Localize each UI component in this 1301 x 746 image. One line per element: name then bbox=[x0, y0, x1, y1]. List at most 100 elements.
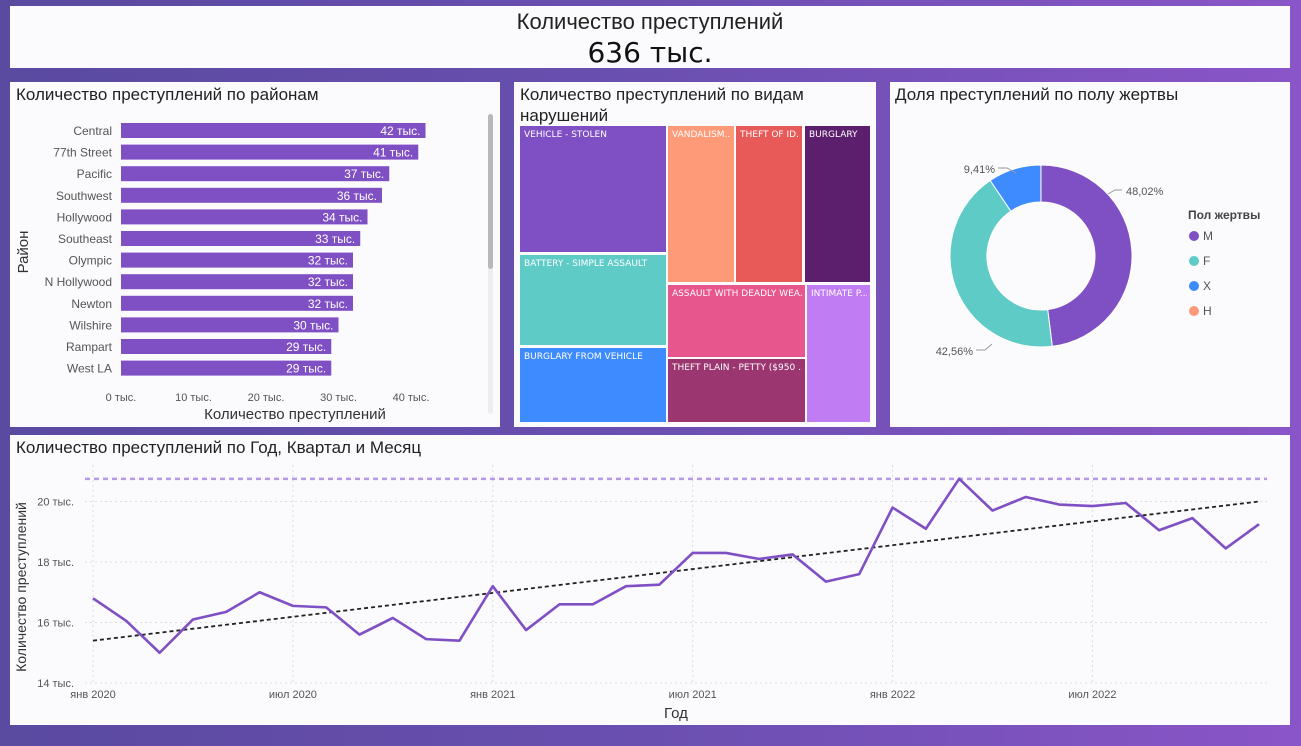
legend-item-label: X bbox=[1203, 279, 1211, 293]
bar-data-label: 34 тыс. bbox=[322, 210, 362, 224]
bar-data-label: 37 тыс. bbox=[344, 167, 384, 181]
x-tick-label: 30 тыс. bbox=[320, 392, 357, 404]
x-tick-label: 0 тыс. bbox=[106, 392, 137, 404]
y-tick-label: Southwest bbox=[56, 189, 113, 203]
bar-data-label: 32 тыс. bbox=[308, 275, 348, 289]
treemap-tile[interactable]: VANDALISM... bbox=[668, 126, 734, 282]
timeline-chart-title: Количество преступлений по Год, Квартал … bbox=[16, 438, 422, 457]
treemap-tile[interactable]: THEFT PLAIN - PETTY ($950 ... bbox=[668, 359, 805, 422]
y-tick-label: Hollywood bbox=[57, 210, 112, 224]
y-tick-label: 18 тыс. bbox=[37, 557, 74, 569]
leader-line bbox=[1107, 189, 1122, 195]
y-tick-label: 16 тыс. bbox=[37, 618, 74, 630]
kpi-value: 636 тыс. bbox=[587, 36, 713, 68]
x-tick-label: 10 тыс. bbox=[175, 392, 212, 404]
gender-chart-title: Доля преступлений по полу жертвы bbox=[895, 85, 1179, 104]
district-chart-title: Количество преступлений по районам bbox=[16, 85, 319, 104]
x-tick-label: 20 тыс. bbox=[248, 392, 285, 404]
treemap-tile-label: VEHICLE - STOLEN bbox=[524, 130, 607, 140]
bar-data-label: 32 тыс. bbox=[308, 297, 348, 311]
x-axis-label: Год bbox=[664, 705, 688, 722]
scrollbar-thumb[interactable] bbox=[488, 114, 493, 269]
x-tick-label: янв 2020 bbox=[70, 689, 115, 701]
bar bbox=[121, 360, 332, 376]
treemap-tile[interactable]: BATTERY - SIMPLE ASSAULT bbox=[520, 255, 666, 345]
y-tick-label: Rampart bbox=[66, 340, 113, 354]
series-line bbox=[92, 477, 1260, 655]
y-tick-label: Central bbox=[73, 124, 112, 138]
donut-data-label: 9,41% bbox=[964, 164, 995, 176]
x-tick-label: янв 2021 bbox=[470, 689, 515, 701]
treemap-panel[interactable]: Количество преступлений по видам нарушен… bbox=[514, 82, 876, 427]
treemap-tile[interactable]: BURGLARY bbox=[805, 126, 870, 282]
x-tick-label: 40 тыс. bbox=[393, 392, 430, 404]
bar-data-label: 29 тыс. bbox=[286, 340, 326, 354]
bar bbox=[121, 231, 361, 246]
district-bar-chart: 42 тыс. Central 41 тыс. 77th Street 37 тыс. P… bbox=[15, 123, 430, 423]
bar-data-label: 32 тыс. bbox=[308, 254, 348, 268]
legend-marker bbox=[1189, 231, 1199, 241]
x-tick-label: июл 2021 bbox=[669, 689, 717, 701]
y-tick-label: Newton bbox=[71, 297, 112, 311]
bar-data-label: 33 тыс. bbox=[315, 232, 355, 246]
x-axis-label: Количество преступлений bbox=[204, 406, 386, 423]
treemap-tile-label: BURGLARY FROM VEHICLE bbox=[524, 352, 643, 362]
bar-data-label: 30 тыс. bbox=[293, 318, 333, 332]
y-tick-label: West LA bbox=[67, 362, 112, 376]
donut-slice bbox=[1040, 164, 1133, 347]
y-tick-label: Pacific bbox=[77, 167, 112, 181]
donut-data-label: 42,56% bbox=[936, 346, 974, 358]
timeline-chart-panel[interactable]: Количество преступлений по Год, Квартал … bbox=[10, 435, 1290, 725]
y-tick-label: Wilshire bbox=[69, 318, 112, 332]
treemap-tile[interactable]: BURGLARY FROM VEHICLE bbox=[520, 348, 666, 422]
bar bbox=[121, 295, 353, 311]
treemap: VEHICLE - STOLEN BATTERY - SIMPLE ASSAULT… bbox=[514, 82, 876, 427]
treemap-tile-label: ASSAULT WITH DEADLY WEA... bbox=[672, 289, 802, 299]
bar bbox=[121, 274, 353, 290]
y-tick-label: 14 тыс. bbox=[37, 678, 74, 690]
x-tick-label: июл 2020 bbox=[269, 689, 317, 701]
y-axis-label: Район bbox=[15, 231, 32, 274]
treemap-tile[interactable]: INTIMATE P... bbox=[807, 285, 870, 422]
treemap-title: Количество преступлений по видам нарушен… bbox=[520, 85, 804, 125]
kpi-title: Количество преступлений bbox=[516, 9, 784, 34]
leader-line bbox=[976, 343, 993, 351]
treemap-tile-label: THEFT PLAIN - PETTY ($950 ... bbox=[672, 363, 802, 373]
treemap-tile-label: BATTERY - SIMPLE ASSAULT bbox=[524, 259, 648, 269]
legend-marker bbox=[1189, 256, 1199, 266]
legend-item-label: M bbox=[1203, 229, 1213, 243]
bar-data-label: 29 тыс. bbox=[286, 362, 326, 376]
trend-line bbox=[92, 500, 1260, 642]
legend-marker bbox=[1189, 281, 1199, 291]
timeline-line-chart: янв 2020 июл 2020 янв 2021 июл 2021 янв 2022… bbox=[13, 465, 1267, 722]
y-axis-label: Количество преступлений bbox=[13, 502, 29, 672]
x-tick-label: июл 2022 bbox=[1068, 689, 1116, 701]
y-tick-label: 77th Street bbox=[53, 146, 112, 160]
legend-item-label: F bbox=[1203, 254, 1210, 268]
legend-item-label: H bbox=[1203, 304, 1212, 318]
treemap-tile[interactable]: THEFT OF ID... bbox=[736, 126, 802, 282]
treemap-tile-label: BURGLARY bbox=[809, 130, 858, 140]
bar bbox=[121, 123, 426, 138]
bar bbox=[121, 252, 353, 268]
district-chart-panel[interactable]: Количество преступлений по районам 42 ты… bbox=[10, 82, 500, 427]
treemap-tile[interactable]: VEHICLE - STOLEN bbox=[520, 126, 666, 252]
scrollbar[interactable] bbox=[488, 114, 493, 414]
donut-data-label: 48,02% bbox=[1126, 186, 1164, 198]
bar bbox=[121, 166, 390, 182]
y-tick-label: N Hollywood bbox=[45, 275, 112, 289]
kpi-card: Количество преступлений 636 тыс. bbox=[10, 6, 1290, 68]
bar bbox=[121, 187, 382, 203]
legend-title: Пол жертвы bbox=[1188, 208, 1260, 222]
treemap-tile[interactable]: ASSAULT WITH DEADLY WEA... bbox=[668, 285, 805, 357]
legend-marker bbox=[1189, 306, 1199, 316]
y-tick-label: Olympic bbox=[69, 254, 112, 268]
bar bbox=[121, 339, 332, 354]
treemap-tile-label: INTIMATE P... bbox=[811, 289, 867, 299]
bar-data-label: 36 тыс. bbox=[337, 189, 377, 203]
donut-slice bbox=[949, 179, 1053, 348]
gender-chart-panel[interactable]: Доля преступлений по полу жертвы 48,02% 4… bbox=[890, 82, 1290, 427]
x-tick-label: янв 2022 bbox=[870, 689, 915, 701]
treemap-tile-label: THEFT OF ID... bbox=[740, 130, 799, 140]
